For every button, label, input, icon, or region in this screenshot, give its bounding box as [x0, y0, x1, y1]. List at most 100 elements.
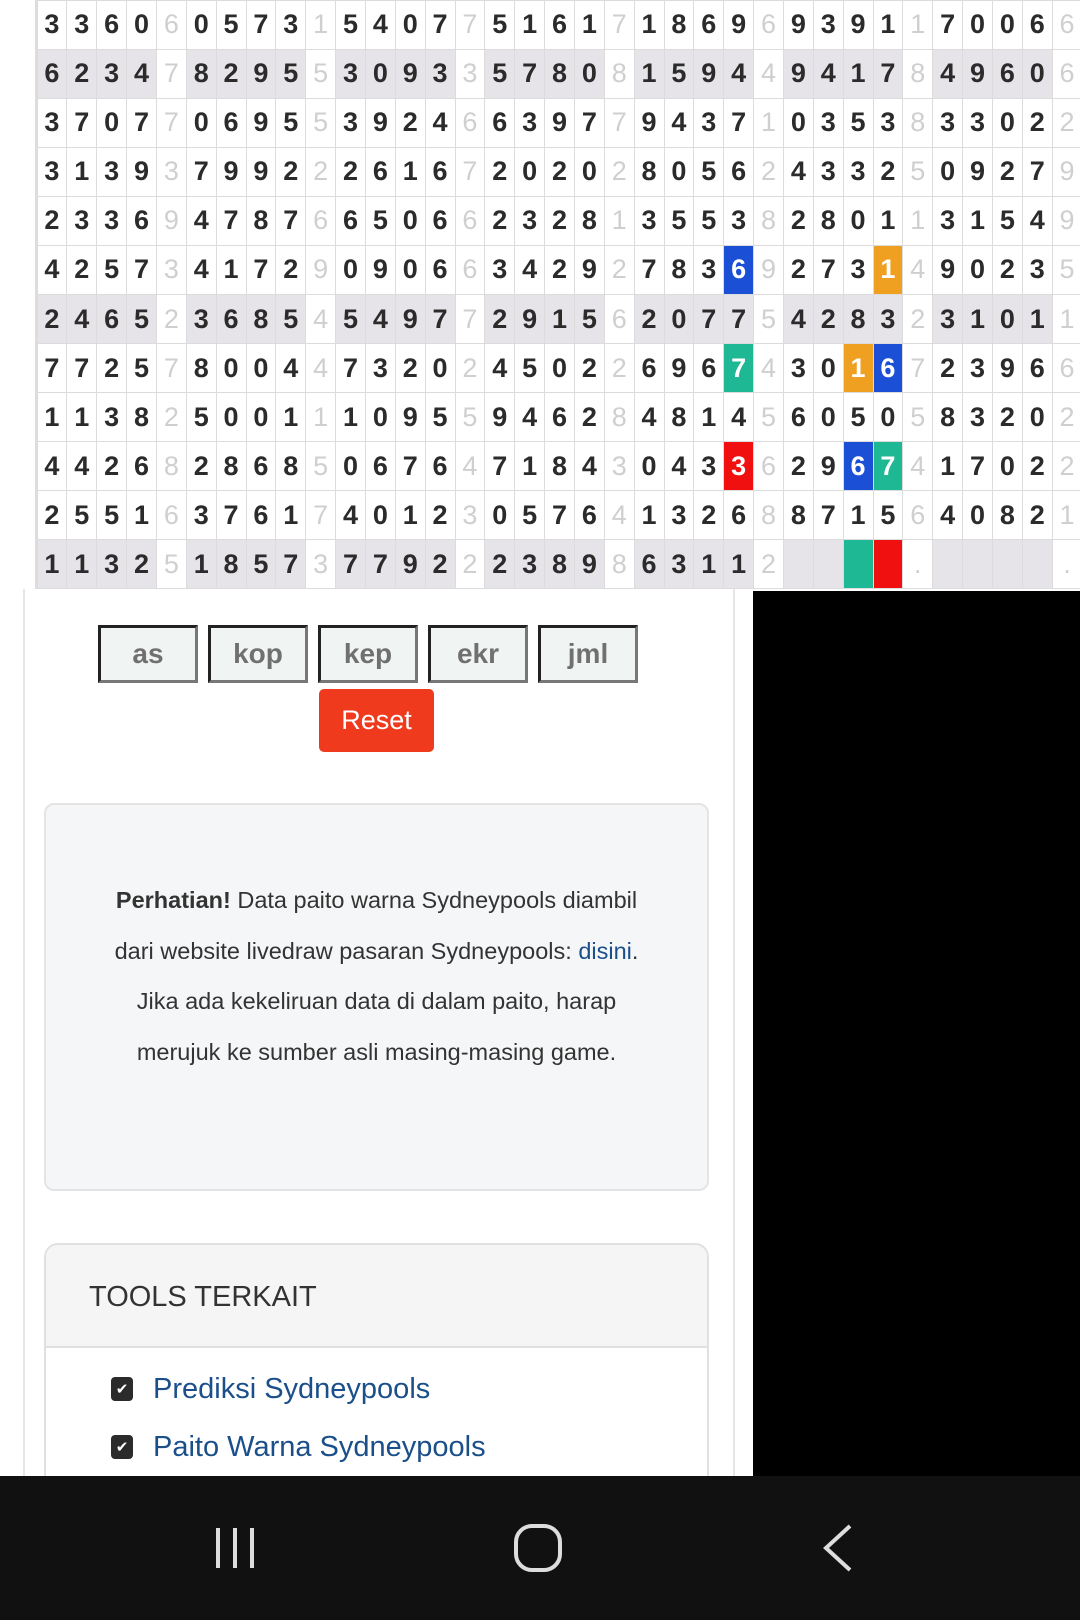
- separator-cell[interactable]: 6: [753, 441, 784, 492]
- digit-cell[interactable]: 4: [66, 441, 98, 492]
- separator-cell[interactable]: 8: [753, 490, 784, 541]
- digit-cell[interactable]: 3: [96, 48, 128, 99]
- digit-cell[interactable]: 7: [514, 48, 546, 99]
- separator-cell[interactable]: 2: [753, 146, 784, 197]
- tool-link-label[interactable]: Prediksi Sydneypools: [153, 1372, 431, 1405]
- digit-cell[interactable]: 9: [394, 293, 426, 345]
- digit-cell[interactable]: 1: [36, 539, 68, 590]
- digit-cell[interactable]: 9: [573, 244, 605, 295]
- digit-cell[interactable]: 6: [573, 490, 605, 541]
- digit-cell[interactable]: 3: [872, 293, 904, 345]
- digit-cell[interactable]: 9: [812, 441, 844, 492]
- digit-cell[interactable]: 3: [96, 392, 128, 443]
- digit-cell[interactable]: 0: [812, 343, 844, 394]
- digit-cell[interactable]: 0: [215, 392, 247, 443]
- separator-cell[interactable]: 7: [454, 146, 486, 197]
- digit-cell[interactable]: 1: [1021, 293, 1053, 345]
- separator-cell[interactable]: 5: [305, 48, 337, 99]
- digit-cell[interactable]: 2: [544, 195, 575, 246]
- digit-cell[interactable]: 0: [991, 97, 1023, 148]
- digit-cell[interactable]: 0: [991, 293, 1023, 345]
- separator-cell[interactable]: 8: [753, 195, 784, 246]
- digit-cell[interactable]: 7: [484, 441, 516, 492]
- digit-cell[interactable]: 3: [1021, 244, 1053, 295]
- separator-cell[interactable]: 1: [305, 392, 337, 443]
- digit-cell[interactable]: 0: [364, 392, 396, 443]
- digit-cell[interactable]: 3: [185, 490, 217, 541]
- digit-cell[interactable]: 0: [932, 146, 964, 197]
- digit-cell[interactable]: 9: [394, 392, 426, 443]
- digit-cell[interactable]: 4: [573, 441, 605, 492]
- digit-cell[interactable]: 6: [215, 97, 247, 148]
- digit-cell[interactable]: 0: [962, 490, 993, 541]
- digit-cell[interactable]: 2: [394, 97, 426, 148]
- digit-cell[interactable]: 6: [126, 195, 157, 246]
- digit-cell[interactable]: 1: [275, 392, 307, 443]
- digit-cell[interactable]: 5: [872, 490, 904, 541]
- digit-cell[interactable]: 2: [36, 490, 68, 541]
- digit-cell[interactable]: 2: [424, 490, 456, 541]
- digit-cell[interactable]: 6: [424, 441, 456, 492]
- digit-cell[interactable]: 5: [335, 0, 366, 50]
- digit-cell[interactable]: 3: [96, 146, 128, 197]
- digit-cell[interactable]: 2: [394, 343, 426, 394]
- digit-cell[interactable]: 1: [872, 244, 904, 295]
- digit-cell[interactable]: 1: [573, 0, 605, 50]
- digit-cell[interactable]: 2: [782, 441, 814, 492]
- digit-cell[interactable]: 0: [962, 244, 993, 295]
- digit-cell[interactable]: 7: [275, 195, 307, 246]
- digit-cell[interactable]: 0: [962, 0, 993, 50]
- digit-cell[interactable]: 4: [185, 195, 217, 246]
- digit-cell[interactable]: 4: [36, 441, 68, 492]
- separator-cell[interactable]: 4: [902, 244, 934, 295]
- digit-cell[interactable]: 3: [693, 441, 725, 492]
- digit-cell[interactable]: 1: [633, 0, 665, 50]
- digit-cell[interactable]: 1: [394, 146, 426, 197]
- digit-cell[interactable]: 9: [962, 48, 993, 99]
- digit-cell[interactable]: 3: [424, 48, 456, 99]
- digit-cell[interactable]: 3: [364, 343, 396, 394]
- digit-cell[interactable]: 1: [36, 392, 68, 443]
- digit-cell[interactable]: 3: [782, 343, 814, 394]
- digit-cell[interactable]: 1: [842, 48, 874, 99]
- digit-cell[interactable]: 4: [663, 97, 695, 148]
- separator-cell[interactable]: 2: [603, 244, 635, 295]
- digit-cell[interactable]: 3: [962, 343, 993, 394]
- digit-cell[interactable]: 8: [842, 293, 874, 345]
- digit-cell[interactable]: 9: [932, 244, 964, 295]
- digit-cell[interactable]: 0: [245, 392, 277, 443]
- separator-cell[interactable]: 5: [155, 539, 187, 590]
- digit-cell[interactable]: 3: [812, 97, 844, 148]
- digit-cell[interactable]: 2: [544, 244, 575, 295]
- digit-cell[interactable]: 9: [782, 48, 814, 99]
- separator-cell[interactable]: 3: [305, 539, 337, 590]
- digit-cell[interactable]: 2: [782, 244, 814, 295]
- digit-cell[interactable]: 4: [1021, 195, 1053, 246]
- digit-cell[interactable]: 1: [693, 539, 725, 590]
- digit-cell[interactable]: 6: [782, 392, 814, 443]
- digit-cell[interactable]: 2: [812, 293, 844, 345]
- separator-cell[interactable]: 4: [753, 343, 784, 394]
- digit-cell[interactable]: 4: [335, 490, 366, 541]
- digit-cell[interactable]: 2: [484, 195, 516, 246]
- digit-cell[interactable]: 7: [544, 490, 575, 541]
- home-icon[interactable]: [510, 1520, 566, 1576]
- digit-cell[interactable]: 0: [573, 48, 605, 99]
- digit-cell[interactable]: 1: [962, 293, 993, 345]
- separator-cell[interactable]: 6: [1051, 343, 1080, 394]
- digit-cell[interactable]: 0: [842, 195, 874, 246]
- digit-cell[interactable]: 7: [962, 441, 993, 492]
- digit-cell[interactable]: 8: [275, 441, 307, 492]
- separator-cell[interactable]: 2: [454, 539, 486, 590]
- digit-cell[interactable]: 1: [693, 392, 725, 443]
- separator-cell[interactable]: 4: [305, 343, 337, 394]
- digit-cell[interactable]: 1: [723, 539, 755, 590]
- digit-cell[interactable]: 7: [126, 244, 157, 295]
- separator-cell[interactable]: 2: [305, 146, 337, 197]
- digit-cell[interactable]: 3: [932, 195, 964, 246]
- recent-apps-icon[interactable]: [210, 1520, 260, 1576]
- digit-cell[interactable]: 7: [812, 490, 844, 541]
- digit-cell[interactable]: 1: [185, 539, 217, 590]
- digit-cell[interactable]: 3: [335, 97, 366, 148]
- digit-cell[interactable]: 2: [36, 195, 68, 246]
